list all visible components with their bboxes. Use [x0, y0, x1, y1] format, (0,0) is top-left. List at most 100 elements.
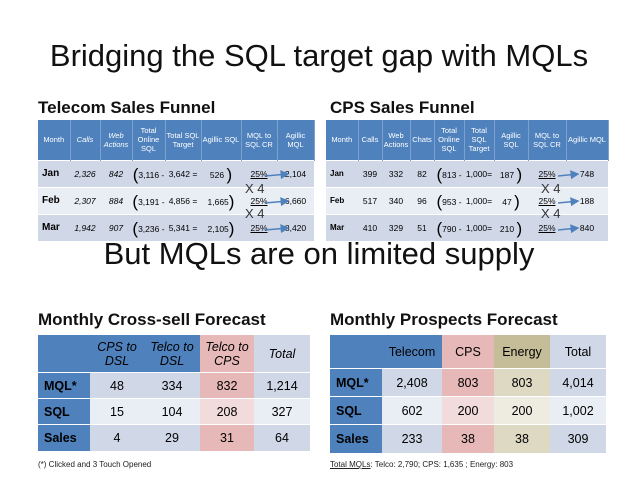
multiplier-label: X 4 [245, 181, 265, 196]
table-cell: 200 [494, 396, 550, 425]
minus-sign: - [161, 196, 165, 207]
table-cell: 48 [90, 372, 144, 399]
web-cell: 884 [100, 186, 132, 214]
agillic-mql-cell: 840 [566, 213, 608, 241]
row-label: SQL [38, 398, 90, 425]
close-paren: ) [228, 218, 235, 238]
equals-sign: = [487, 168, 493, 179]
close-paren: ) [516, 218, 523, 238]
chats-cell: 82 [410, 159, 434, 187]
target-value: 1,000 [465, 222, 488, 233]
header-agillic-mql: Agillic MQL [566, 120, 609, 160]
agillic-sql-value: 47 [502, 196, 512, 207]
table-row: Sales 4 29 31 64 [38, 424, 310, 451]
equals-sign: = [192, 168, 198, 179]
cps-funnel-table: Month Calls Web Actions Chats Total Onli… [326, 120, 609, 241]
agillic-mql-cell: 188 [566, 186, 608, 214]
telecom-header-row: Month Calls Web Actions Total Online SQL… [38, 120, 315, 160]
month-cell: Jan [38, 159, 70, 187]
footnote-text: : Telco: 2,790; CPS: 1,635 ; Energy: 803 [370, 460, 514, 469]
multiplier-label: X 4 [541, 181, 561, 196]
header-web-actions: Web Actions [382, 120, 411, 160]
open-paren: ( [132, 191, 139, 211]
table-cell: 31 [200, 424, 254, 451]
row-label: MQL* [38, 372, 90, 399]
multiplier-label: X 4 [245, 206, 265, 221]
target-cell: 4,856 = [165, 186, 201, 214]
slide-title: Bridging the SQL target gap with MQLs [49, 38, 589, 73]
open-paren: ( [436, 218, 443, 238]
online-value: 813 [442, 169, 457, 180]
cps-header-row: Month Calls Web Actions Chats Total Onli… [326, 120, 609, 160]
agillic-sql-cell: 47 ) [494, 186, 528, 214]
agillic-sql-value: 2,105 [207, 223, 229, 234]
online-sql-cell: (3,236 - [132, 213, 165, 241]
arrow-icon [264, 197, 290, 207]
target-value: 4,856 [168, 195, 190, 206]
header-corner [330, 334, 382, 369]
row-label: MQL* [330, 368, 382, 397]
arrow-icon [264, 170, 290, 180]
table-cell: 15 [90, 398, 144, 425]
close-paren: ) [228, 191, 235, 211]
table-row: SQL 15 104 208 327 [38, 398, 310, 425]
equals-sign: = [487, 195, 493, 206]
calls-cell: 2,307 [70, 186, 100, 214]
footnote-label: Total MQLs [330, 460, 371, 469]
agillic-sql-cell: 2,105) [201, 213, 241, 241]
header-total-online-sql: Total Online SQL [434, 120, 465, 160]
prospects-forecast-table: Telecom CPS Energy Total MQL* 2,408 803 … [330, 334, 606, 453]
arrow-icon [557, 197, 580, 207]
table-cell: 38 [494, 424, 550, 453]
header-telco-to-dsl: Telco to DSL [144, 334, 200, 373]
open-paren: ( [436, 164, 443, 184]
agillic-sql-value: 210 [499, 223, 515, 234]
target-cell: 3,642 = [165, 159, 201, 187]
agillic-mql-cell: 748 [566, 159, 608, 187]
agillic-sql-cell: 526 ) [201, 159, 241, 187]
header-total: Total [254, 334, 310, 373]
slide-subtitle: But MQLs are on limited supply [103, 236, 535, 271]
minus-sign: - [458, 196, 462, 207]
chats-cell: 51 [410, 213, 434, 241]
prospects-forecast-heading: Monthly Prospects Forecast [330, 310, 558, 329]
header-agillic-mql: Agillic MQL [277, 120, 315, 160]
target-value: 5,341 [168, 222, 190, 233]
online-sql-cell: (3,116 - [132, 159, 165, 187]
header-mql-to-sql-cr: MQL to SQL CR [241, 120, 278, 160]
minus-sign: - [161, 169, 165, 180]
online-sql-cell: (790 - [434, 213, 464, 241]
month-cell: Feb [38, 186, 70, 214]
cr-cell: 25% [528, 213, 566, 241]
table-cell: 309 [550, 424, 606, 453]
header-calls: Calls [358, 120, 383, 160]
row-label: Sales [330, 424, 382, 453]
header-chats: Chats [410, 120, 435, 160]
header-total-sql-target: Total SQL Target [165, 120, 202, 160]
table-cell: 233 [382, 424, 442, 453]
cr-cell: 25% [241, 213, 277, 241]
table-cell: 64 [254, 424, 310, 451]
prospects-footnote: Total MQLs: Telco: 2,790; CPS: 1,635 ; E… [330, 460, 513, 469]
agillic-sql-cell: 1,665) [201, 186, 241, 214]
table-cell: 334 [144, 372, 200, 399]
table-cell: 803 [494, 368, 550, 397]
target-cell: 5,341 = [165, 213, 201, 241]
target-value: 1,000 [465, 195, 488, 206]
web-cell: 340 [382, 186, 410, 214]
open-paren: ( [132, 164, 139, 184]
crosssell-header-row: CPS to DSL Telco to DSL Telco to CPS Tot… [38, 334, 310, 373]
month-cell: Mar [326, 213, 358, 241]
cps-funnel-heading: CPS Sales Funnel [330, 98, 475, 117]
table-cell: 327 [254, 398, 310, 425]
table-row: Feb 2,307 884 (3,191 - 4,856 = 1,665) 25… [38, 186, 314, 214]
header-mql-to-sql-cr: MQL to SQL CR [528, 120, 567, 160]
table-cell: 602 [382, 396, 442, 425]
cr-cell: 25% [528, 186, 566, 214]
header-calls: Calls [70, 120, 101, 160]
month-cell: Feb [326, 186, 358, 214]
online-value: 953 [442, 196, 457, 207]
online-sql-cell: (813 - [434, 159, 464, 187]
table-cell: 1,214 [254, 372, 310, 399]
telecom-funnel-table: Month Calls Web Actions Total Online SQL… [38, 120, 315, 241]
